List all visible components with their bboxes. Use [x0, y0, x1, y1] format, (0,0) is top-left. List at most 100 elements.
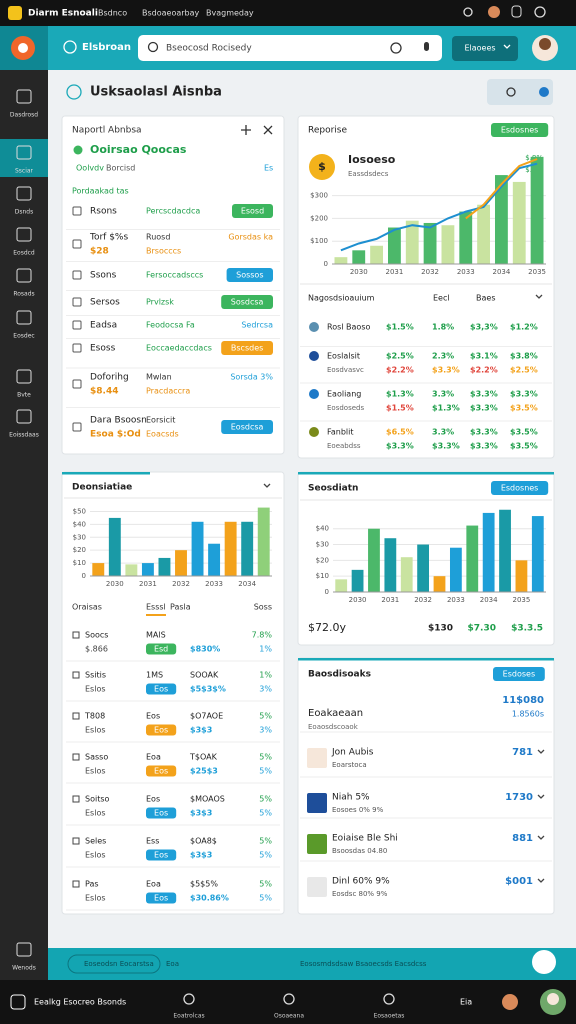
sidebar-icon[interactable] — [16, 268, 32, 283]
bar — [224, 521, 237, 576]
row-note-sub: Pracdaccra — [146, 387, 190, 396]
sidebar-label[interactable]: Ssciar — [15, 168, 34, 175]
row-logo — [309, 427, 319, 437]
badge[interactable] — [146, 724, 177, 736]
badge[interactable] — [232, 204, 273, 218]
bell-icon[interactable] — [511, 5, 522, 18]
bar — [352, 250, 366, 264]
row-name: Eoiaise Ble Shi — [332, 834, 398, 844]
row-note: $3$3 — [190, 851, 212, 860]
top-bar — [0, 0, 576, 26]
badge-label[interactable]: Sosdcsa — [231, 298, 264, 307]
row-value: 5% — [259, 712, 272, 721]
y-tick-label: 0 — [82, 572, 86, 580]
badge-label[interactable]: Esd — [154, 645, 168, 654]
x-tick-label: 2032 — [172, 580, 190, 588]
badge-label[interactable]: Eosdcsa — [231, 423, 264, 432]
sidebar-label[interactable]: Rosads — [13, 291, 34, 298]
badge-label[interactable]: Eos — [154, 685, 168, 694]
column-header: Pasla — [170, 603, 191, 612]
help-icon — [539, 87, 549, 97]
nav-label[interactable]: Eosaoetas — [374, 1013, 405, 1020]
menu-item[interactable]: Bsdnco — [98, 9, 127, 18]
user-avatar-hair — [539, 38, 551, 50]
badge[interactable] — [146, 849, 177, 861]
sidebar-label[interactable]: Bvte — [17, 392, 31, 399]
badge-label[interactable]: Eos — [154, 767, 168, 776]
chevron — [537, 749, 545, 754]
row-value: 5% — [259, 837, 272, 846]
row-top-note: $O7AOE — [190, 712, 223, 721]
badge[interactable] — [491, 123, 549, 137]
bar — [175, 550, 187, 576]
row-title: Soitso — [85, 795, 110, 804]
badge[interactable] — [146, 683, 177, 695]
row-note: Eorsicit — [146, 416, 175, 425]
sidebar-icon[interactable] — [16, 409, 32, 424]
sidebar-label[interactable]: Eosdcd — [13, 250, 35, 257]
badge-label[interactable]: Bscsdes — [231, 344, 263, 353]
badge[interactable] — [221, 341, 273, 355]
footer-pill[interactable] — [67, 954, 161, 974]
badge-label[interactable]: Esdosnes — [501, 484, 539, 493]
sidebar-label[interactable]: Wenods — [12, 965, 36, 972]
menu-item[interactable]: Bvagmeday — [206, 9, 254, 18]
row-name: Fanblit — [327, 428, 354, 437]
badge-label[interactable]: Esdosnes — [501, 126, 539, 135]
nav-label[interactable]: Osoaeana — [274, 1013, 304, 1020]
x-tick-label: 2033 — [205, 580, 223, 588]
row-sub: Eslos — [85, 851, 106, 860]
row-icon — [72, 422, 82, 432]
sidebar-label[interactable]: Dasdrosd — [10, 112, 38, 119]
badge-label[interactable]: Esosd — [241, 207, 264, 216]
badge[interactable] — [146, 807, 177, 819]
user-face — [547, 993, 559, 1005]
badge[interactable] — [221, 420, 273, 434]
badge[interactable] — [146, 892, 177, 904]
badge-label[interactable]: Eos — [154, 726, 168, 735]
menu-item[interactable]: Bsdoaeoarbay — [142, 9, 200, 18]
sidebar-label[interactable]: Eosdec — [13, 333, 34, 340]
badge-label[interactable]: Eos — [154, 851, 168, 860]
badge[interactable] — [146, 643, 177, 655]
badge-label[interactable]: Sossos — [236, 271, 263, 280]
row-sub: Eslos — [85, 767, 106, 776]
row-name: Eaoliang — [327, 390, 361, 399]
y-tick-label: $40 — [316, 525, 329, 533]
sidebar-icon[interactable] — [16, 942, 32, 957]
badge[interactable] — [491, 481, 549, 495]
badge[interactable] — [493, 667, 545, 681]
row-top-note: T$OAK — [189, 753, 218, 762]
add-icon[interactable] — [241, 125, 273, 135]
sidebar-icon[interactable] — [16, 310, 32, 325]
sidebar-label[interactable]: Eoissdaas — [9, 432, 39, 439]
row-pct: 3% — [259, 685, 272, 694]
search-icon — [463, 7, 473, 17]
sidebar-icon[interactable] — [16, 369, 32, 384]
nav-label[interactable]: Eoatrolcas — [173, 1013, 204, 1020]
sidebar-label[interactable]: Dsnds — [15, 209, 33, 216]
sidebar-icon[interactable] — [16, 145, 32, 160]
bottom-title: Eealkg Esocreo Bsonds — [34, 998, 126, 1007]
header-button-label[interactable]: Elaoees — [464, 44, 495, 53]
row-note: Mwlan — [146, 373, 172, 382]
sidebar-icon[interactable] — [16, 186, 32, 201]
row-logo — [309, 351, 319, 361]
row-icon — [72, 753, 80, 761]
header-button[interactable] — [452, 36, 518, 61]
sidebar-icon[interactable] — [16, 227, 32, 242]
badge-label[interactable]: Esdoses — [503, 670, 535, 679]
row-note: Percscdacdca — [146, 207, 200, 216]
avatar — [502, 994, 518, 1010]
badge-label[interactable]: Eos — [154, 894, 168, 903]
bottom-logo — [10, 994, 26, 1010]
sidebar-icon[interactable] — [16, 89, 32, 104]
y-tick-label: $30 — [73, 533, 86, 541]
summary-note: Oolvdv — [76, 164, 104, 173]
badge-label[interactable]: Eos — [154, 809, 168, 818]
badge[interactable] — [146, 765, 177, 777]
search-box[interactable] — [138, 35, 442, 61]
row-title: T808 — [84, 712, 105, 721]
badge[interactable] — [226, 268, 273, 282]
badge[interactable] — [221, 295, 273, 309]
